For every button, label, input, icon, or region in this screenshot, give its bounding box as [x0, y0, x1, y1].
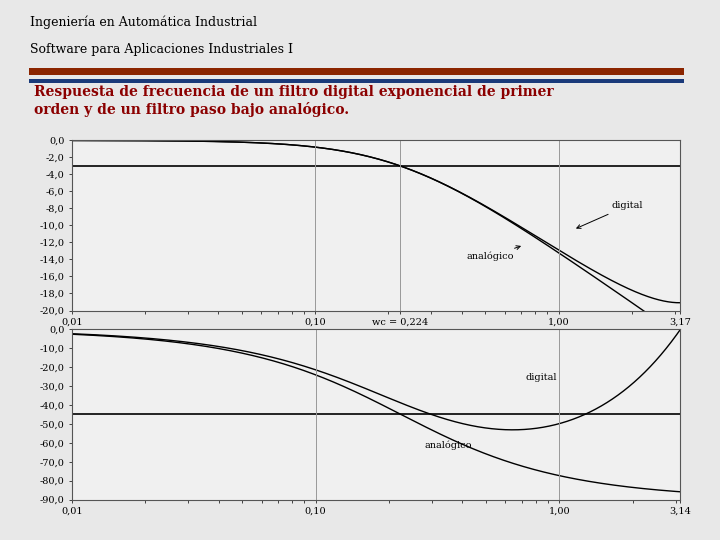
Text: analógico: analógico	[425, 441, 472, 450]
Text: Software para Aplicaciones Industriales I: Software para Aplicaciones Industriales …	[30, 43, 293, 56]
Text: analógico: analógico	[467, 246, 520, 261]
Bar	[29, 79, 684, 83]
Bar	[29, 68, 684, 75]
Text: digital: digital	[526, 374, 557, 382]
Text: digital: digital	[577, 201, 643, 228]
Text: Ingeniería en Automática Industrial: Ingeniería en Automática Industrial	[30, 16, 257, 29]
Text: Respuesta de frecuencia de un filtro digital exponencial de primer
orden y de un: Respuesta de frecuencia de un filtro dig…	[35, 85, 554, 117]
